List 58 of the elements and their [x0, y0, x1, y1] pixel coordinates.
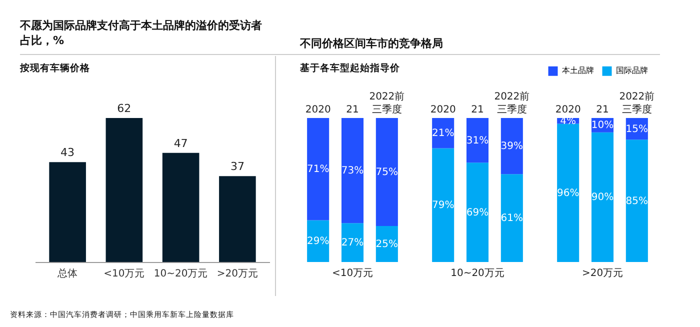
data-label: 73% [341, 166, 364, 177]
data-label: 75% [376, 167, 398, 178]
data-label: 85% [626, 196, 648, 207]
legend-label: 国际品牌 [616, 66, 648, 76]
data-label: 71% [306, 164, 330, 176]
data-label: 47 [174, 136, 188, 150]
data-label: 37 [230, 160, 244, 174]
bar [341, 223, 364, 262]
bar [376, 118, 398, 226]
data-label: 69% [466, 207, 489, 218]
x-tick-label: 2020 [305, 104, 331, 116]
bar [591, 132, 614, 262]
x-tick-label: 2022前三季度 [369, 90, 405, 116]
bar [500, 118, 523, 174]
data-label: 31% [466, 135, 489, 146]
x-tick-label: 10~20万元 [154, 268, 208, 280]
x-tick-label: >20万元 [216, 268, 258, 280]
x-tick-label: 2020 [555, 104, 581, 116]
data-label: 25% [376, 239, 398, 250]
x-tick-label: 2022前三季度 [619, 90, 655, 116]
bar [307, 220, 330, 262]
chart-title: 不愿为国际品牌支付高于本土品牌的溢价的受访者占比，% [20, 18, 263, 48]
bar [162, 152, 200, 262]
data-label: 27% [341, 238, 364, 249]
bar [500, 174, 523, 262]
data-label: 79% [432, 200, 454, 212]
x-tick-label: 21 [471, 104, 484, 116]
data-label: 62 [117, 102, 132, 115]
x-tick-label: 2020 [430, 104, 456, 116]
x-tick-label: 总体 [56, 268, 78, 280]
data-label: 61% [500, 213, 524, 224]
data-label: 90% [591, 192, 614, 204]
bar [626, 140, 648, 262]
bar [466, 162, 489, 262]
data-label: 96% [556, 188, 580, 199]
data-label: 43 [60, 146, 75, 160]
data-label: 39% [500, 141, 524, 152]
bar [49, 162, 86, 262]
data-label: 15% [626, 124, 648, 135]
chart-title: 不同价格区间车市的竞争格局 [300, 36, 443, 51]
data-label: 21% [432, 128, 454, 140]
bar [376, 226, 398, 262]
x-tick-label: 21 [596, 104, 609, 116]
data-label: 10% [591, 120, 614, 132]
x-tick-label: <10万元 [104, 268, 145, 280]
bar [432, 148, 454, 262]
bar [466, 118, 489, 163]
x-tick-label: 21 [346, 104, 359, 116]
x-tick-label: 2022前三季度 [494, 90, 530, 116]
bar [106, 118, 143, 262]
bar [557, 124, 580, 262]
chart-subtitle: 基于各车型起始指导价 [300, 62, 400, 75]
chart-subtitle: 按现有车辆价格 [20, 62, 90, 75]
data-label: 29% [306, 236, 330, 248]
bar [341, 118, 364, 224]
bar [219, 176, 256, 262]
legend-label: 本土品牌 [562, 66, 594, 76]
bar [307, 118, 330, 220]
